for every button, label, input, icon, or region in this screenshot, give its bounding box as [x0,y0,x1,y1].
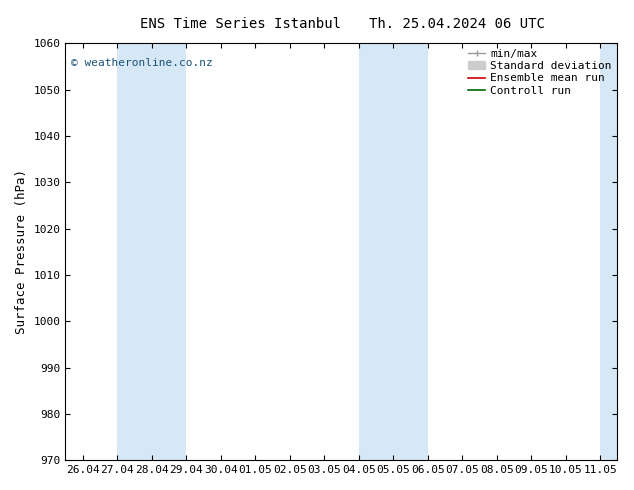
Bar [117,44,186,460]
Bar [600,44,618,460]
Text: © weatheronline.co.nz: © weatheronline.co.nz [71,58,212,68]
Y-axis label: Surface Pressure (hPa): Surface Pressure (hPa) [15,170,28,334]
Bar [359,44,428,460]
Text: ENS Time Series Istanbul: ENS Time Series Istanbul [140,17,342,31]
Text: Th. 25.04.2024 06 UTC: Th. 25.04.2024 06 UTC [368,17,545,31]
Legend: min/max, Standard deviation, Ensemble mean run, Controll run: min/max, Standard deviation, Ensemble me… [468,49,612,96]
